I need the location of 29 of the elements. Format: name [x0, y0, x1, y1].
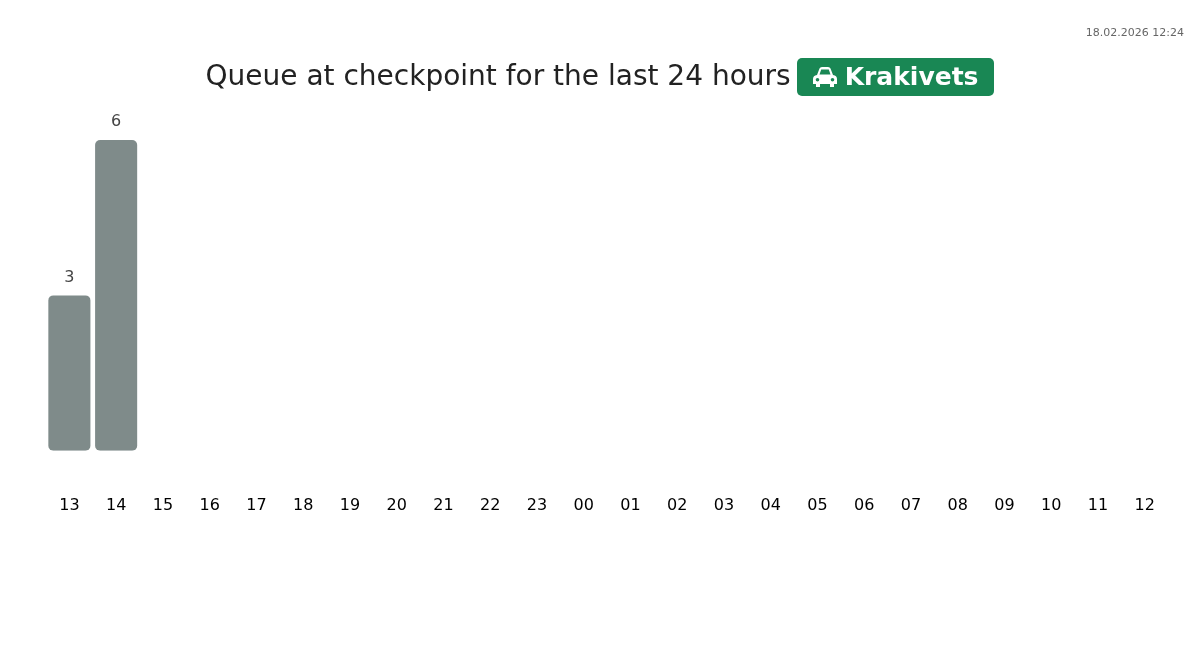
x-tick-label: 12 — [1134, 494, 1155, 514]
x-tick-label: 11 — [1087, 494, 1109, 514]
x-tick-label: 00 — [573, 494, 594, 514]
x-tick-label: 02 — [667, 494, 688, 514]
chart-title: Queue at checkpoint for the last 24 hours — [205, 59, 791, 92]
text: 18.02.2026 12:24 — [1085, 26, 1184, 39]
x-tick-label: 09 — [994, 494, 1015, 514]
x-tick-label: 07 — [900, 494, 922, 514]
x-tick-label: 04 — [760, 494, 781, 514]
x-tick-label: 03 — [713, 494, 735, 514]
x-tick-label: 16 — [199, 494, 220, 514]
x-tick-label: 10 — [1041, 494, 1062, 514]
chart-subtitle: Krakivets — [844, 62, 979, 91]
x-tick-label: 19 — [339, 494, 361, 514]
x-tick-label: 21 — [433, 494, 454, 514]
x-tick-label: 17 — [246, 494, 267, 514]
x-tick-label: 20 — [386, 494, 407, 514]
x-tick-label: 05 — [807, 494, 828, 514]
x-tick-label: 23 — [526, 494, 548, 514]
x-tick-label: 08 — [947, 494, 968, 514]
x-tick-label: 18 — [292, 494, 314, 514]
x-tick-label: 06 — [854, 494, 875, 514]
x-tick-label: 22 — [480, 494, 501, 514]
data-label: 3 — [64, 266, 75, 286]
data-label: 6 — [111, 111, 122, 131]
x-tick-label: 13 — [59, 494, 80, 514]
x-tick-label: 15 — [152, 494, 174, 514]
x-tick-label: 14 — [105, 494, 127, 514]
x-tick-label: 01 — [620, 494, 641, 514]
